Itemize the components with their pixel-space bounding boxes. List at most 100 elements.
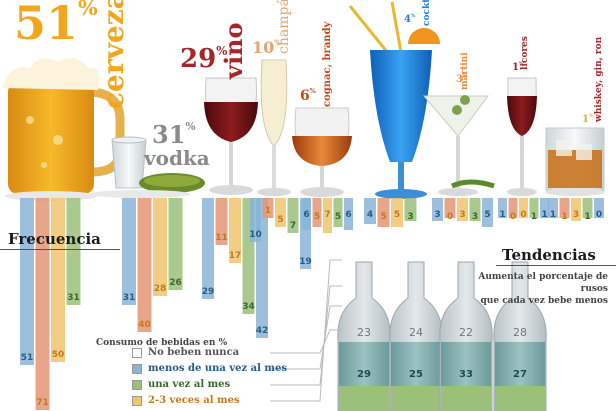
frequency-value: 11 [215,233,228,243]
share-vodka: 31% [152,120,196,149]
frequency-bar [312,198,322,227]
trend-bottom-value: 33 [459,369,473,380]
legend-label: No beben nunca [148,347,240,358]
frequency-value: 7 [324,210,331,220]
frequency-value: 42 [255,326,269,336]
frequency-bar [498,198,507,218]
legend-label: una vez al mes [148,379,231,390]
share-champan: 10% [252,38,282,57]
frequency-value: 5 [334,212,342,222]
frequency-bar [594,198,604,218]
legend-connectors [270,259,342,402]
legend-swatch [132,363,142,374]
frequency-value: 0 [509,212,517,222]
frequency-value: 3 [572,210,580,220]
trend-bottom-value: 25 [409,369,423,380]
frequency-bar [153,198,167,296]
frequency-value: 1 [541,210,548,220]
trend-bottle [389,261,443,411]
frequency-value: 6 [345,210,352,220]
share-vino: 29% [180,44,228,74]
share-cognac: 6% [300,88,316,104]
frequency-value: 5 [277,215,284,225]
cocktail-glass-icon [348,1,440,199]
trend-bottom-value: 27 [513,369,527,380]
share-cocktail: 4% [404,14,416,25]
frequency-value: 19 [299,257,312,267]
frequency-bar [548,198,558,218]
share-licores: 1% [512,62,524,73]
frequency-value: 34 [242,302,255,312]
frequency-bar [168,198,183,290]
frequency-bar [364,198,376,224]
frequency-value: 1 [530,212,538,222]
liqueur-glass-icon [507,77,537,196]
legend-connector [270,259,342,402]
frequency-value: 1 [549,210,557,220]
frequency-value: 4 [366,210,374,220]
legend-swatch [132,347,142,358]
legend-label: menos de una vez al mes [148,363,287,374]
name-cocktail: cocktail [422,0,432,26]
frequency-value: 28 [153,284,167,294]
legend-item: No beben nunca [132,347,239,358]
frequency-bar [469,198,481,221]
frequency-bar [51,198,65,362]
legend-title: Consumo de bebidas en % [96,338,228,348]
frequency-title-rule [0,249,120,250]
name-vodka: vodka [144,146,210,170]
frequency-bar [519,198,528,218]
frequency-bar [333,198,343,227]
name-vino: vino [219,22,248,79]
legend-item: 2-3 veces al mes [132,395,240,406]
share-martini: 3% [456,74,468,85]
legend-connector [270,329,342,354]
trend-top-value: 28 [513,326,527,339]
frequency-bar [377,198,390,227]
trends-title-rule [496,265,616,266]
frequency-value: 17 [228,251,242,261]
frequency-value: 51 [20,353,34,363]
frequency-bar [215,198,228,245]
frequency-value: 3 [434,210,441,220]
frequency-bar [540,198,549,218]
frequency-bar [229,198,241,263]
trend-bottles [337,261,547,411]
frequency-bar [250,198,261,242]
frequency-value: 5 [313,212,321,222]
champagne-flute-icon [257,59,291,196]
trend-bottle [493,261,547,411]
legend-swatch [132,379,142,390]
wine-glass-icon [204,77,258,195]
frequency-bar [559,198,570,218]
frequency-bars [20,198,604,410]
trend-bottle [337,261,391,411]
frequency-value: 5 [484,210,491,220]
frequency-value: 31 [122,293,136,303]
frequency-bar [482,198,493,227]
trend-top-value: 23 [357,326,371,339]
frequency-bar [432,198,443,221]
legend-item: una vez al mes [132,379,230,390]
frequency-value: 3 [407,212,414,222]
frequency-value: 7 [289,221,297,231]
frequency-value: 0 [595,210,603,220]
frequency-value: 5 [393,210,401,220]
frequency-value: 3 [459,210,466,220]
frequency-value: 1 [584,212,591,222]
frequency-value: 10 [249,230,262,240]
frequency-bar [202,198,214,299]
frequency-value: 3 [471,212,479,222]
frequency-value: 5 [380,212,387,222]
name-cognac: cognac, brandy [322,21,333,107]
legend-connector [270,305,342,370]
frequency-value: 71 [36,398,49,408]
frequency-bar [571,198,581,221]
legend-swatch [132,395,142,406]
frequency-bar [391,198,403,227]
frequency-bar [122,198,136,305]
trend-top-value: 22 [459,326,473,339]
frequency-value: 1 [561,212,568,222]
